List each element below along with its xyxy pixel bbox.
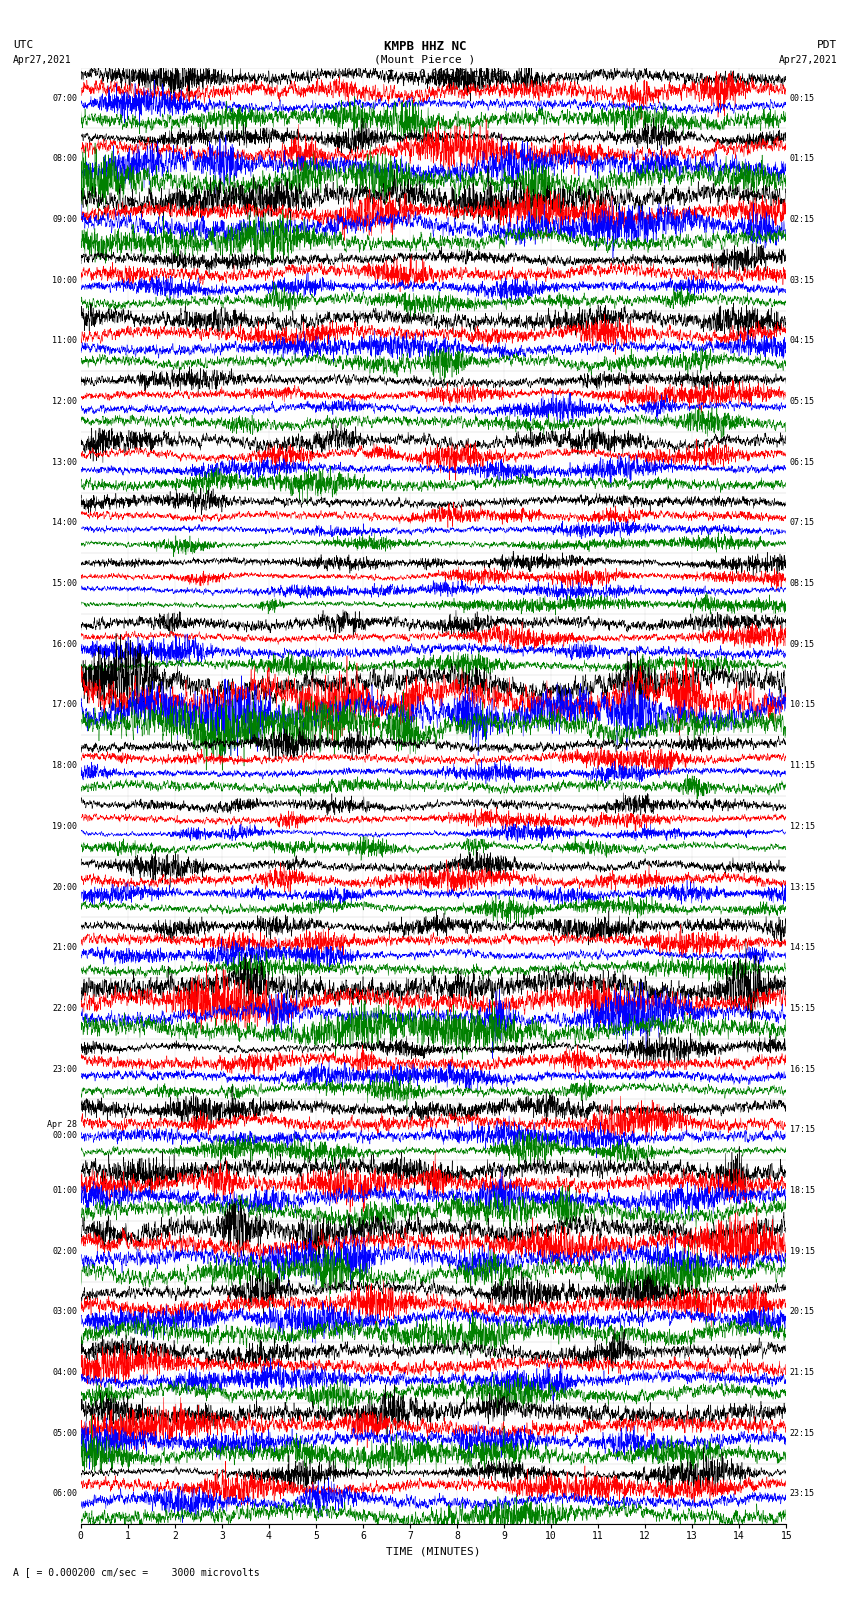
Text: A [ = 0.000200 cm/sec =    3000 microvolts: A [ = 0.000200 cm/sec = 3000 microvolts — [13, 1568, 259, 1578]
Text: 21:00: 21:00 — [52, 944, 77, 952]
Text: 20:00: 20:00 — [52, 882, 77, 892]
Text: 14:00: 14:00 — [52, 518, 77, 527]
Text: 10:15: 10:15 — [790, 700, 815, 710]
Text: UTC: UTC — [13, 40, 33, 50]
Text: 12:00: 12:00 — [52, 397, 77, 406]
Text: 15:15: 15:15 — [790, 1003, 815, 1013]
Text: 09:15: 09:15 — [790, 640, 815, 648]
Text: (Mount Pierce ): (Mount Pierce ) — [374, 55, 476, 65]
Text: 06:00: 06:00 — [52, 1489, 77, 1498]
Text: 18:00: 18:00 — [52, 761, 77, 769]
Text: 17:15: 17:15 — [790, 1126, 815, 1134]
Text: 23:00: 23:00 — [52, 1065, 77, 1074]
Text: 11:00: 11:00 — [52, 337, 77, 345]
Text: I: I — [388, 69, 394, 82]
Text: 06:15: 06:15 — [790, 458, 815, 466]
Text: 10:00: 10:00 — [52, 276, 77, 284]
Text: 04:15: 04:15 — [790, 337, 815, 345]
Text: 01:00: 01:00 — [52, 1186, 77, 1195]
Text: 18:15: 18:15 — [790, 1186, 815, 1195]
Text: 04:00: 04:00 — [52, 1368, 77, 1378]
Text: 23:15: 23:15 — [790, 1489, 815, 1498]
Text: 19:15: 19:15 — [790, 1247, 815, 1255]
Text: Apr27,2021: Apr27,2021 — [13, 55, 71, 65]
Text: 16:00: 16:00 — [52, 640, 77, 648]
Text: 07:00: 07:00 — [52, 94, 77, 103]
Text: 12:15: 12:15 — [790, 823, 815, 831]
Text: 01:15: 01:15 — [790, 155, 815, 163]
Text: 02:15: 02:15 — [790, 215, 815, 224]
Text: 00:15: 00:15 — [790, 94, 815, 103]
Text: 21:15: 21:15 — [790, 1368, 815, 1378]
Text: Apr 28
00:00: Apr 28 00:00 — [48, 1119, 77, 1139]
Text: 19:00: 19:00 — [52, 823, 77, 831]
Text: 09:00: 09:00 — [52, 215, 77, 224]
Text: 08:15: 08:15 — [790, 579, 815, 589]
Text: KMPB HHZ NC: KMPB HHZ NC — [383, 40, 467, 53]
Text: 16:15: 16:15 — [790, 1065, 815, 1074]
Text: 13:00: 13:00 — [52, 458, 77, 466]
Text: 03:15: 03:15 — [790, 276, 815, 284]
Text: 08:00: 08:00 — [52, 155, 77, 163]
Text: Apr27,2021: Apr27,2021 — [779, 55, 837, 65]
Text: 22:15: 22:15 — [790, 1429, 815, 1437]
Text: PDT: PDT — [817, 40, 837, 50]
Text: 14:15: 14:15 — [790, 944, 815, 952]
Text: 15:00: 15:00 — [52, 579, 77, 589]
Text: 05:00: 05:00 — [52, 1429, 77, 1437]
Text: = 0.000200 cm/sec: = 0.000200 cm/sec — [408, 69, 507, 79]
Text: 07:15: 07:15 — [790, 518, 815, 527]
Text: 20:15: 20:15 — [790, 1308, 815, 1316]
Text: 05:15: 05:15 — [790, 397, 815, 406]
Text: 03:00: 03:00 — [52, 1308, 77, 1316]
X-axis label: TIME (MINUTES): TIME (MINUTES) — [386, 1547, 481, 1557]
Text: 13:15: 13:15 — [790, 882, 815, 892]
Text: 17:00: 17:00 — [52, 700, 77, 710]
Text: 02:00: 02:00 — [52, 1247, 77, 1255]
Text: 11:15: 11:15 — [790, 761, 815, 769]
Text: 22:00: 22:00 — [52, 1003, 77, 1013]
